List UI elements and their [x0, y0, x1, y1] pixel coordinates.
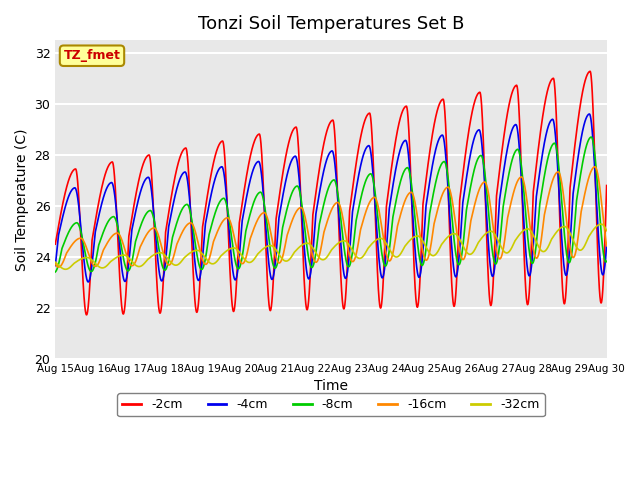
-2cm: [83, 312, 90, 318]
-2cm: [436, 100, 444, 106]
Title: Tonzi Soil Temperatures Set B: Tonzi Soil Temperatures Set B: [198, 15, 464, 33]
-16cm: [466, 228, 474, 233]
-8cm: [227, 224, 234, 229]
-32cm: [436, 245, 444, 251]
-32cm: [51, 259, 59, 265]
-32cm: [506, 247, 514, 253]
Y-axis label: Soil Temperature (C): Soil Temperature (C): [15, 128, 29, 271]
-32cm: [61, 266, 69, 272]
-8cm: [436, 164, 444, 170]
-32cm: [436, 244, 444, 250]
-2cm: [603, 182, 611, 188]
Line: -16cm: -16cm: [55, 167, 607, 267]
-4cm: [586, 111, 593, 117]
-16cm: [591, 164, 599, 169]
-4cm: [466, 156, 474, 162]
-4cm: [84, 279, 92, 285]
-16cm: [603, 243, 611, 249]
Line: -32cm: -32cm: [55, 224, 607, 269]
-16cm: [436, 198, 444, 204]
-2cm: [51, 241, 59, 247]
-32cm: [603, 228, 611, 233]
Legend: -2cm, -4cm, -8cm, -16cm, -32cm: -2cm, -4cm, -8cm, -16cm, -32cm: [117, 394, 545, 417]
-4cm: [436, 134, 444, 140]
-4cm: [436, 134, 444, 140]
-4cm: [227, 243, 234, 249]
-32cm: [401, 243, 408, 249]
Text: TZ_fmet: TZ_fmet: [63, 49, 120, 62]
-16cm: [227, 219, 234, 225]
-16cm: [401, 198, 408, 204]
Line: -4cm: -4cm: [55, 114, 607, 282]
-4cm: [401, 138, 408, 144]
-8cm: [588, 134, 595, 140]
-2cm: [436, 99, 444, 105]
-2cm: [227, 275, 234, 280]
-2cm: [586, 69, 594, 74]
-8cm: [603, 258, 611, 264]
-4cm: [603, 242, 611, 248]
-8cm: [401, 168, 408, 173]
-2cm: [401, 104, 408, 110]
-8cm: [436, 165, 444, 170]
-32cm: [227, 246, 234, 252]
-4cm: [506, 132, 514, 138]
-8cm: [506, 165, 514, 171]
-2cm: [506, 96, 514, 102]
-8cm: [465, 191, 473, 196]
X-axis label: Time: Time: [314, 379, 348, 393]
-16cm: [436, 198, 444, 204]
Line: -2cm: -2cm: [55, 72, 607, 315]
-32cm: [466, 252, 474, 257]
-8cm: [51, 269, 59, 275]
-2cm: [466, 123, 474, 129]
Line: -8cm: -8cm: [55, 137, 607, 272]
-32cm: [597, 221, 605, 227]
-16cm: [506, 203, 514, 208]
-4cm: [51, 263, 59, 268]
-16cm: [55, 264, 63, 270]
-16cm: [51, 261, 59, 267]
